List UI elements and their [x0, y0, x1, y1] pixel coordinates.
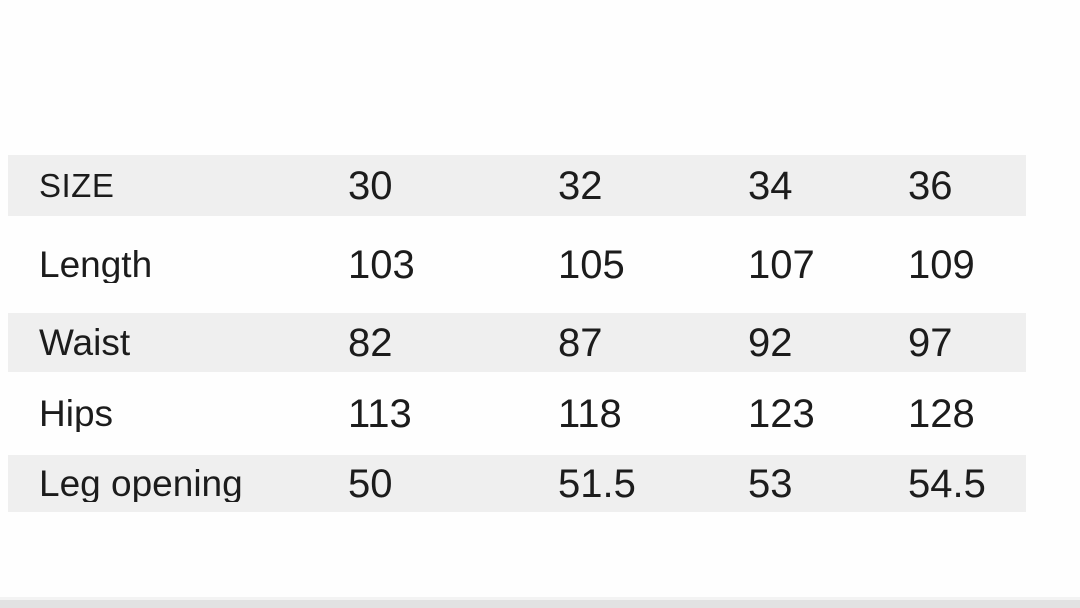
column-header-size-30: 30: [348, 165, 393, 206]
table-cell: 87: [558, 322, 603, 363]
table-cell: 118: [558, 393, 622, 434]
size-chart-table: SIZE 30 32 34 36 Length 103 105 107 109 …: [8, 155, 1026, 512]
table-cell: 50: [348, 463, 393, 504]
row-label-length: Length: [39, 246, 153, 283]
row-label-hips: Hips: [39, 395, 114, 432]
table-cell: 103: [348, 244, 415, 285]
table-cell: 54.5: [908, 463, 986, 504]
table-cell: 128: [908, 393, 975, 434]
table-header-row: SIZE 30 32 34 36: [8, 155, 1026, 216]
column-header-size: SIZE: [39, 169, 115, 202]
table-cell: 105: [558, 244, 625, 285]
table-cell: 109: [908, 244, 975, 285]
table-cell: 51.5: [558, 463, 636, 504]
column-header-size-34: 34: [748, 165, 793, 206]
table-cell: 97: [908, 322, 953, 363]
bottom-edge-bar: [0, 597, 1080, 608]
table-cell: 113: [348, 393, 412, 434]
column-header-size-32: 32: [558, 165, 603, 206]
column-header-size-36: 36: [908, 165, 953, 206]
table-cell: 53: [748, 463, 793, 504]
table-cell: 123: [748, 393, 815, 434]
table-cell: 92: [748, 322, 793, 363]
table-row-length: Length 103 105 107 109: [8, 216, 1026, 313]
row-label-waist: Waist: [39, 324, 131, 361]
table-cell: 107: [748, 244, 815, 285]
table-cell: 82: [348, 322, 393, 363]
table-row-waist: Waist 82 87 92 97: [8, 313, 1026, 372]
table-row-leg-opening: Leg opening 50 51.5 53 54.5: [8, 455, 1026, 512]
table-row-hips: Hips 113 118 123 128: [8, 372, 1026, 455]
row-label-leg-opening: Leg opening: [39, 465, 243, 502]
